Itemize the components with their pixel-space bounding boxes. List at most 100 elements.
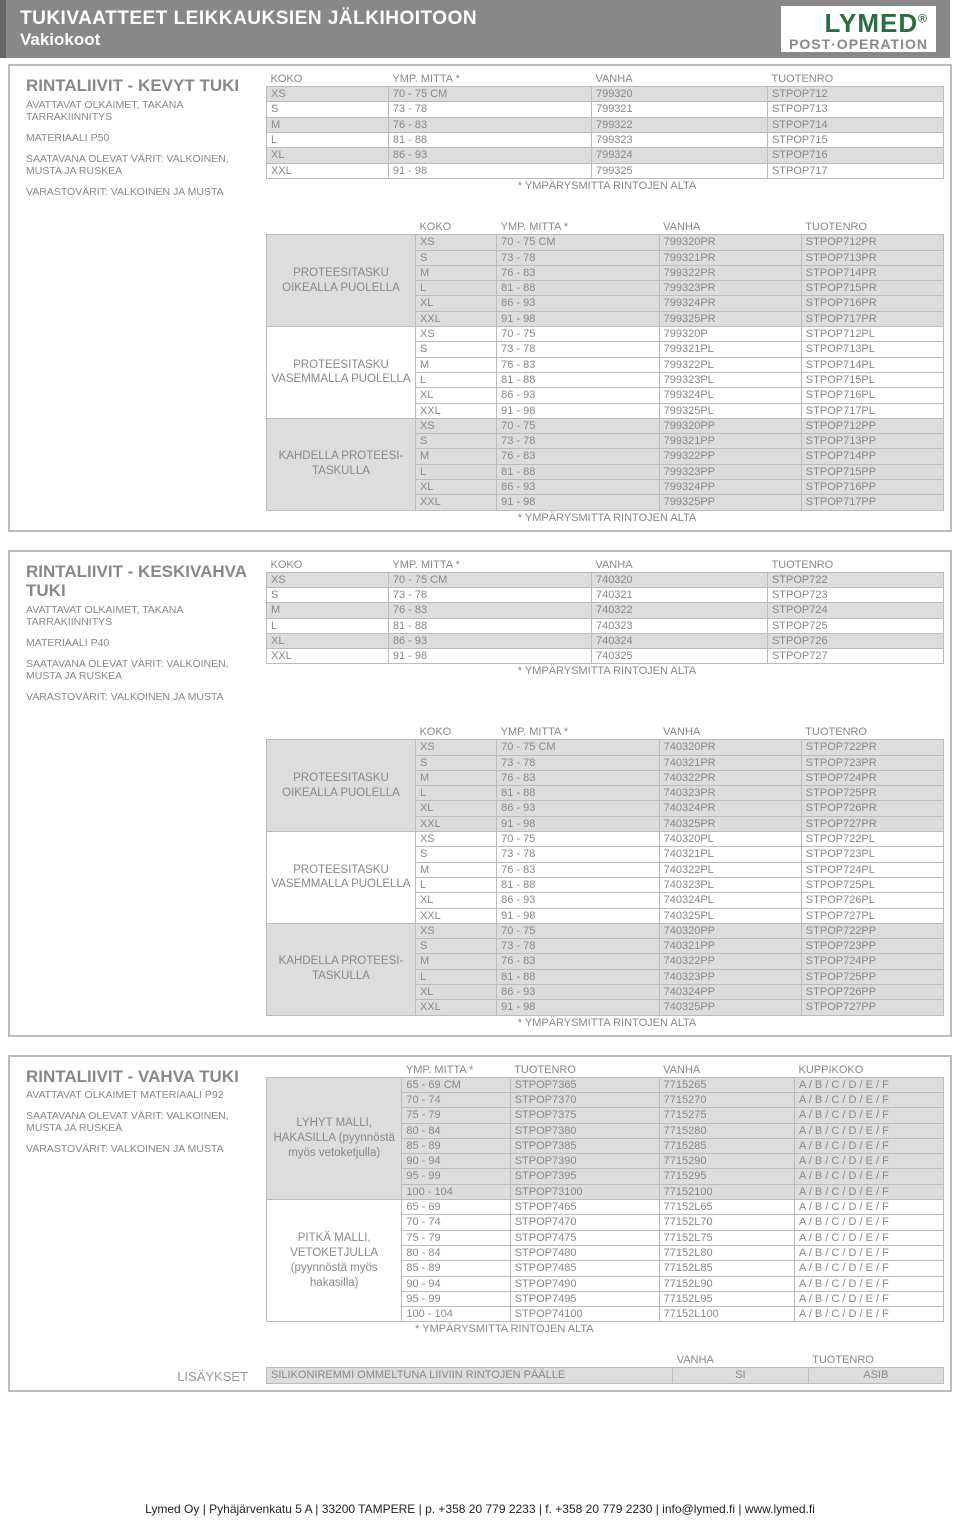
cell: 740322PL <box>659 862 801 877</box>
cell: 85 - 89 <box>402 1138 510 1153</box>
lisa-text: SILIKONIREMMI OMMELTUNA LIIVIIN RINTOJEN… <box>267 1368 673 1383</box>
cell: XL <box>267 148 389 163</box>
cell: 70 - 75 <box>497 832 659 847</box>
cell: XS <box>415 327 496 342</box>
cell-cup: A / B / C / D / E / F <box>795 1307 944 1322</box>
cell: 799320 <box>591 87 767 102</box>
desc: AVATTAVAT OLKAIMET, TAKANA TARRAKIINNITY… <box>26 604 260 629</box>
cell: XS <box>415 923 496 938</box>
cell: STPOP714PL <box>801 357 943 372</box>
table-row: PROTEESITASKU OIKEALLA PUOLELLAXS70 - 75… <box>267 235 944 250</box>
group-label: KAHDELLA PROTEESI- TASKULLA <box>267 418 416 510</box>
cell: STPOP74100 <box>510 1307 659 1322</box>
section-title: RINTALIIVIT - VAHVA TUKI <box>26 1067 260 1087</box>
cell: 799323PR <box>659 281 801 296</box>
cell: 76 - 83 <box>388 117 591 132</box>
cell: STPOP714PP <box>801 449 943 464</box>
cell: STPOP724 <box>767 603 943 618</box>
cell: XL <box>415 296 496 311</box>
lisa-vanha: SI <box>673 1368 808 1383</box>
logo-r: ® <box>918 11 928 25</box>
cell: 65 - 69 CM <box>402 1077 510 1092</box>
cell: 91 - 98 <box>497 495 659 510</box>
cell: 740325PL <box>659 908 801 923</box>
cell: STPOP727PP <box>801 1000 943 1015</box>
cell: STPOP722 <box>767 572 943 587</box>
cell: XS <box>415 418 496 433</box>
cell-cup: A / B / C / D / E / F <box>795 1291 944 1306</box>
section-keskivahva: RINTALIIVIT - KESKIVAHVA TUKI AVATTAVAT … <box>8 550 952 1037</box>
section-title: RINTALIIVIT - KEVYT TUKI <box>26 76 260 96</box>
cell: S <box>267 102 389 117</box>
cell: 77152L85 <box>659 1261 794 1276</box>
cell: STPOP717PP <box>801 495 943 510</box>
logo-text: LYMED <box>825 8 919 38</box>
table-row: LYHYT MALLI, HAKASILLA (pyynnöstä myös v… <box>267 1077 944 1092</box>
cell: M <box>415 862 496 877</box>
cell: 81 - 88 <box>497 464 659 479</box>
cell: STPOP716 <box>767 148 943 163</box>
footnote: * YMPÄRYSMITTA RINTOJEN ALTA <box>266 1017 944 1029</box>
cell: XL <box>415 480 496 495</box>
cell-cup: A / B / C / D / E / F <box>795 1138 944 1153</box>
table-row: PITKÄ MALLI, VETOKETJULLA (pyynnöstä myö… <box>267 1200 944 1215</box>
logo-subtext: POST·OPERATION <box>789 39 928 50</box>
cell: 799324PR <box>659 296 801 311</box>
cell: 799323 <box>591 133 767 148</box>
cell: 70 - 74 <box>402 1092 510 1107</box>
cell: 799324PL <box>659 388 801 403</box>
cell: STPOP7475 <box>510 1230 659 1245</box>
cell: STPOP724PR <box>801 770 943 785</box>
group-label: KAHDELLA PROTEESI- TASKULLA <box>267 923 416 1015</box>
cell: 73 - 78 <box>388 587 591 602</box>
group-label: PROTEESITASKU OIKEALLA PUOLELLA <box>267 740 416 832</box>
cell: 70 - 75 CM <box>388 87 591 102</box>
footnote: * YMPÄRYSMITTA RINTOJEN ALTA <box>266 665 944 677</box>
page-subtitle: Vakiokoot <box>20 30 477 50</box>
cell: 81 - 88 <box>497 281 659 296</box>
lisa-nro: ASIB <box>808 1368 943 1383</box>
cell: 799321PL <box>659 342 801 357</box>
group-label: PROTEESITASKU VASEMMALLA PUOLELLA <box>267 832 416 924</box>
table-vahva: YMP. MITTA *TUOTENROVANHAKUPPIKOKO LYHYT… <box>266 1063 944 1323</box>
cell: XS <box>267 87 389 102</box>
cell: 65 - 69 <box>402 1200 510 1215</box>
cell: STPOP712PL <box>801 327 943 342</box>
cell: 86 - 93 <box>497 985 659 1000</box>
cell: 81 - 88 <box>388 133 591 148</box>
cell: 76 - 83 <box>497 862 659 877</box>
cell: STPOP712PR <box>801 235 943 250</box>
cell: 86 - 93 <box>497 296 659 311</box>
table-row: PROTEESITASKU VASEMMALLA PUOLELLAXS70 - … <box>267 327 944 342</box>
table-row: M76 - 83799322STPOP714 <box>267 117 944 132</box>
cell: 95 - 99 <box>402 1169 510 1184</box>
cell: 86 - 93 <box>497 480 659 495</box>
desc: VARASTOVÄRIT: VALKOINEN JA MUSTA <box>26 186 260 199</box>
cell: STPOP722PL <box>801 832 943 847</box>
cell: STPOP715 <box>767 133 943 148</box>
cell: STPOP726PP <box>801 985 943 1000</box>
cell: STPOP725 <box>767 618 943 633</box>
cell: L <box>415 281 496 296</box>
cell: XS <box>267 572 389 587</box>
cell: 740321PP <box>659 939 801 954</box>
cell: 740324PL <box>659 893 801 908</box>
table-basic: KOKOYMP. MITTA *VANHATUOTENRO XS70 - 75 … <box>266 558 944 665</box>
cell: 799323PP <box>659 464 801 479</box>
cell: XS <box>415 235 496 250</box>
cell: XXL <box>415 816 496 831</box>
cell: L <box>415 786 496 801</box>
cell: 73 - 78 <box>497 939 659 954</box>
cell: L <box>267 133 389 148</box>
cell: XXL <box>267 163 389 178</box>
cell-cup: A / B / C / D / E / F <box>795 1092 944 1107</box>
cell: 740323PP <box>659 969 801 984</box>
cell: L <box>415 464 496 479</box>
table-row: KAHDELLA PROTEESI- TASKULLAXS70 - 757403… <box>267 923 944 938</box>
cell: STPOP7370 <box>510 1092 659 1107</box>
cell: 76 - 83 <box>497 954 659 969</box>
cell: 77152L95 <box>659 1291 794 1306</box>
cell: STPOP717 <box>767 163 943 178</box>
cell: 86 - 93 <box>388 633 591 648</box>
cell: STPOP713PR <box>801 250 943 265</box>
